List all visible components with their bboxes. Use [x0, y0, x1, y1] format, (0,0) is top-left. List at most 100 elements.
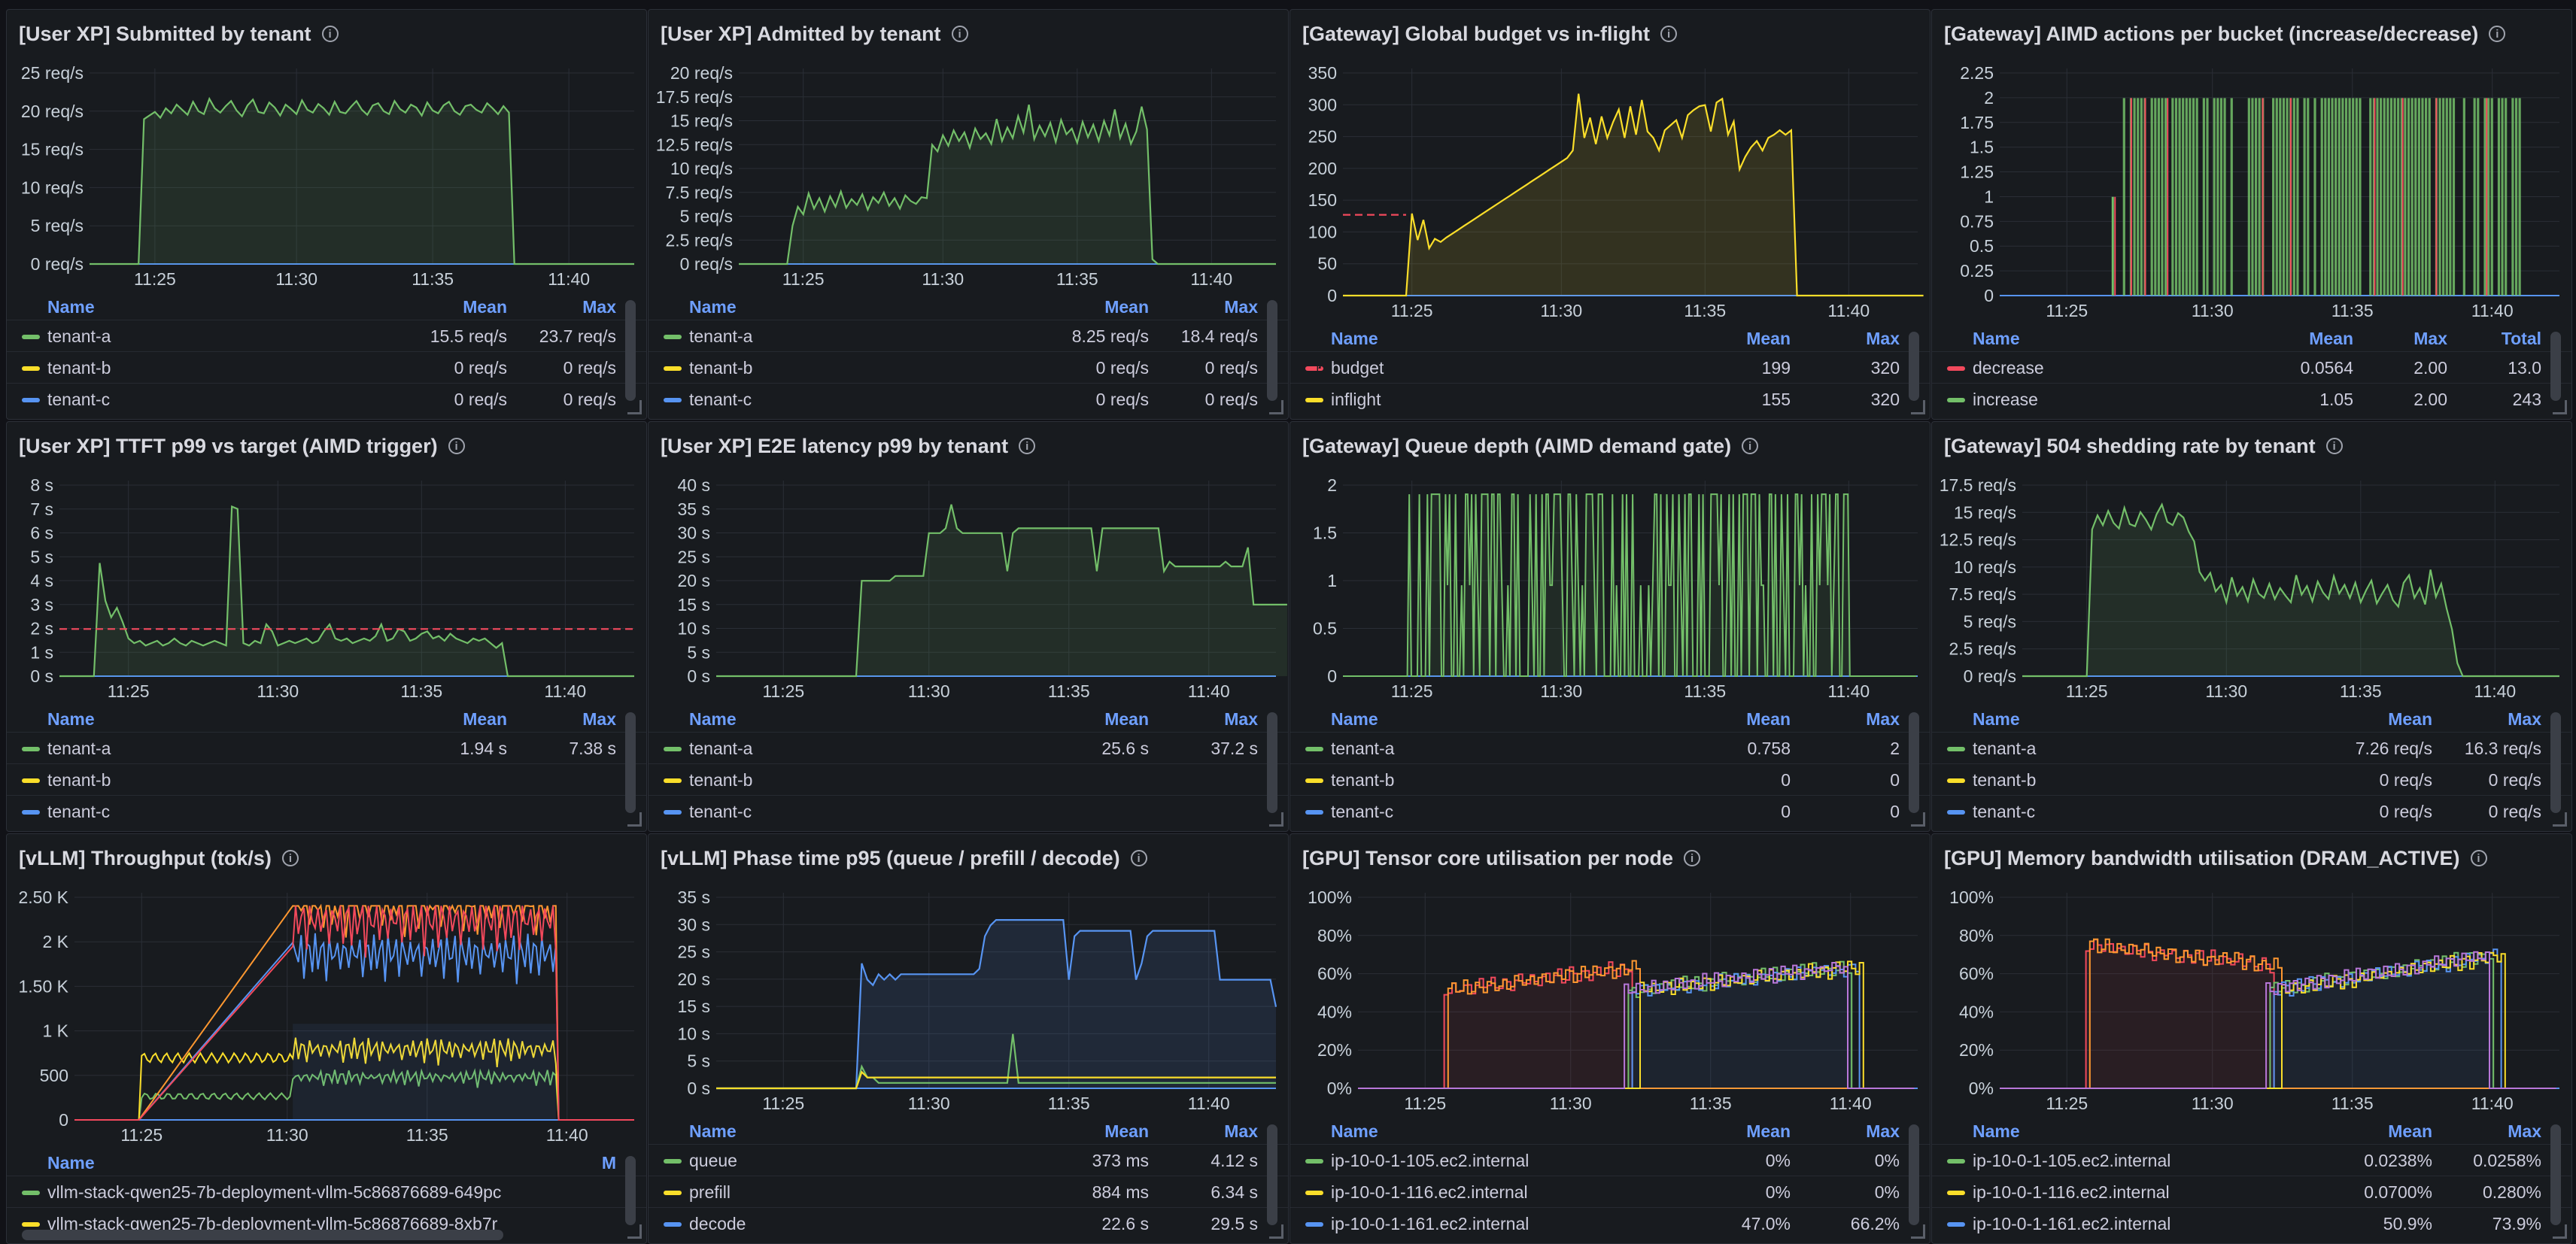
legend-row[interactable]: tenant-a 7.26 req/s 16.3 req/s — [1932, 732, 2571, 764]
legend-row[interactable]: ip-10-0-1-161.ec2.internal 50.9% 73.9% — [1932, 1207, 2571, 1239]
legend-col-mean[interactable]: Mean — [1746, 1121, 1791, 1141]
chart[interactable]: 0% 20% 40% 60% 80% 100% 11:25 11:30 11:35 11:40 — [1932, 878, 2572, 1115]
chart[interactable]: 0 0.5 1 1.5 2 11:25 11:30 11:35 11:40 — [1290, 466, 1930, 703]
legend-row[interactable]: tenant-c 0 req/s 0 req/s — [7, 383, 646, 415]
legend-col-max[interactable]: Max — [1224, 1121, 1258, 1141]
legend-col-max[interactable]: Max — [582, 709, 616, 729]
legend-col-m[interactable]: M — [601, 1153, 616, 1173]
legend-col-name[interactable]: Name — [1973, 329, 2020, 348]
legend-col-name[interactable]: Name — [689, 1121, 737, 1141]
chart[interactable]: 0 req/s 5 req/s 10 req/s 15 req/s 20 req/s 25… — [7, 53, 647, 291]
legend-row[interactable]: ip-10-0-1-116.ec2.internal 0.0700% 0.280% — [1932, 1176, 2571, 1208]
legend-row[interactable]: inflight 155 320 — [1290, 383, 1930, 415]
resize-handle[interactable] — [2553, 1224, 2567, 1239]
panel-title[interactable]: [GPU] Tensor core utilisation per node i — [1302, 843, 1701, 873]
legend-scrollbar[interactable] — [1909, 1124, 1919, 1225]
info-icon[interactable]: i — [951, 26, 968, 42]
legend-row[interactable]: budget 199 320 — [1290, 351, 1930, 384]
info-icon[interactable]: i — [2325, 438, 2343, 454]
info-icon[interactable]: i — [321, 26, 339, 42]
panel-title[interactable]: [User XP] E2E latency p99 by tenant i — [661, 431, 1036, 461]
legend-row[interactable]: tenant-b 0 0 — [1290, 763, 1930, 796]
legend-row[interactable]: tenant-a 1.94 s 7.38 s — [7, 732, 646, 764]
info-icon[interactable]: i — [281, 850, 299, 866]
chart[interactable]: 0 500 1 K 1.50 K 2 K 2.50 K 11:25 11:30 11:35 11:… — [7, 878, 647, 1147]
legend-row[interactable]: tenant-c 0 req/s 0 req/s — [649, 383, 1288, 415]
panel-title[interactable]: [vLLM] Throughput (tok/s) i — [19, 843, 299, 873]
legend-row[interactable]: tenant-c — [649, 795, 1288, 827]
panel-8[interactable]: [Gateway] 504 shedding rate by tenant i 0 … — [1931, 421, 2572, 832]
legend-col-mean[interactable]: Mean — [1104, 297, 1149, 317]
legend-col-mean[interactable]: Mean — [1746, 329, 1791, 348]
legend-row[interactable]: tenant-b 0 req/s 0 req/s — [7, 351, 646, 384]
legend-row[interactable]: tenant-a 8.25 req/s 18.4 req/s — [649, 320, 1288, 352]
chart[interactable]: 0 s 5 s 10 s 15 s 20 s 25 s 30 s 35 s 40 s 11:25 1… — [649, 466, 1289, 703]
panel-4[interactable]: [Gateway] AIMD actions per bucket (incre… — [1931, 9, 2572, 420]
legend-row[interactable]: tenant-c — [7, 795, 646, 827]
resize-handle[interactable] — [1269, 1224, 1283, 1239]
panel-5[interactable]: [User XP] TTFT p99 vs target (AIMD trigg… — [6, 421, 647, 832]
info-icon[interactable]: i — [1019, 438, 1036, 454]
panel-1[interactable]: [User XP] Submitted by tenant i 0 req/s 5 r… — [6, 9, 647, 420]
panel-3[interactable]: [Gateway] Global budget vs in-flight i 0 50… — [1290, 9, 1930, 420]
panel-title[interactable]: [Gateway] Global budget vs in-flight i — [1302, 19, 1678, 49]
legend-scrollbar[interactable] — [2550, 332, 2561, 401]
resize-handle[interactable] — [2553, 812, 2567, 827]
resize-handle[interactable] — [1269, 400, 1283, 414]
legend-col-name[interactable]: Name — [1973, 1121, 2020, 1141]
chart[interactable]: 0 0.25 0.5 0.75 1 1.25 1.5 1.75 2 2.25 11:25 11:30 1… — [1932, 53, 2572, 323]
legend-scrollbar[interactable] — [625, 300, 636, 401]
resize-handle[interactable] — [1911, 1224, 1925, 1239]
legend-scrollbar[interactable] — [625, 712, 636, 813]
legend-col-max[interactable]: Max — [582, 297, 616, 317]
chart[interactable]: 0 req/s 2.5 req/s 5 req/s 7.5 req/s 10 req/s… — [649, 53, 1289, 291]
legend-row[interactable]: prefill 884 ms 6.34 s — [649, 1176, 1288, 1208]
legend-row[interactable]: tenant-c 0 0 — [1290, 795, 1930, 827]
chart[interactable]: 0 50 100 150 200 250 300 350 11:25 11:30 11:35 11:4… — [1290, 53, 1930, 323]
panel-title[interactable]: [Gateway] Queue depth (AIMD demand gate)… — [1302, 431, 1759, 461]
chart[interactable]: 0 req/s 2.5 req/s 5 req/s 7.5 req/s 10 req/s… — [1932, 466, 2572, 703]
legend-col-mean[interactable]: Mean — [1104, 709, 1149, 729]
legend-row[interactable]: tenant-b 0 req/s 0 req/s — [1932, 763, 2571, 796]
panel-9[interactable]: [vLLM] Throughput (tok/s) i 0 500 1 K 1.50 K 2… — [6, 833, 647, 1244]
chart[interactable]: 0 s 1 s 2 s 3 s 4 s 5 s 6 s 7 s 8 s 11:25 11:30 11:… — [7, 466, 647, 703]
legend-row[interactable]: queue 373 ms 4.12 s — [649, 1144, 1288, 1176]
info-icon[interactable]: i — [1660, 26, 1678, 42]
legend-scrollbar[interactable] — [2550, 712, 2561, 813]
legend-col-max[interactable]: Max — [2413, 329, 2447, 348]
panel-title[interactable]: [GPU] Memory bandwidth utilisation (DRAM… — [1944, 843, 2487, 873]
panel-12[interactable]: [GPU] Memory bandwidth utilisation (DRAM… — [1931, 833, 2572, 1244]
info-icon[interactable]: i — [2489, 26, 2506, 42]
legend-row[interactable]: ip-10-0-1-105.ec2.internal 0.0238% 0.0258% — [1932, 1144, 2571, 1176]
legend-col-max[interactable]: Max — [1866, 329, 1900, 348]
legend-col-max[interactable]: Max — [2508, 1121, 2541, 1141]
panel-title[interactable]: [User XP] Submitted by tenant i — [19, 19, 339, 49]
resize-handle[interactable] — [627, 400, 642, 414]
panel-2[interactable]: [User XP] Admitted by tenant i 0 req/s 2.5 … — [648, 9, 1289, 420]
panel-6[interactable]: [User XP] E2E latency p99 by tenant i 0 s 5… — [648, 421, 1289, 832]
info-icon[interactable]: i — [1742, 438, 1759, 454]
legend-row[interactable]: tenant-a 0.758 2 — [1290, 732, 1930, 764]
info-icon[interactable]: i — [2470, 850, 2487, 866]
legend-row[interactable]: decrease 0.0564 2.00 13.0 — [1932, 351, 2571, 384]
resize-handle[interactable] — [2553, 400, 2567, 414]
legend-col-name[interactable]: Name — [1331, 709, 1378, 729]
chart[interactable]: 0 s 5 s 10 s 15 s 20 s 25 s 30 s 35 s 11:25 11:30… — [649, 878, 1289, 1115]
legend-scrollbar[interactable] — [1909, 712, 1919, 813]
panel-title[interactable]: [Gateway] 504 shedding rate by tenant i — [1944, 431, 2343, 461]
legend-col-max[interactable]: Max — [1866, 1121, 1900, 1141]
legend-horizontal-scrollbar[interactable] — [22, 1230, 503, 1240]
legend-row[interactable]: tenant-a 15.5 req/s 23.7 req/s — [7, 320, 646, 352]
legend-col-name[interactable]: Name — [47, 1153, 95, 1173]
legend-col-mean[interactable]: Mean — [463, 297, 507, 317]
info-icon[interactable]: i — [448, 438, 465, 454]
resize-handle[interactable] — [1911, 400, 1925, 414]
legend-scrollbar[interactable] — [1267, 300, 1277, 401]
legend-col-mean[interactable]: Mean — [1104, 1121, 1149, 1141]
legend-row[interactable]: tenant-c 0 req/s 0 req/s — [1932, 795, 2571, 827]
legend-col-mean[interactable]: Mean — [1746, 709, 1791, 729]
panel-10[interactable]: [vLLM] Phase time p95 (queue / prefill /… — [648, 833, 1289, 1244]
legend-row[interactable]: tenant-b 0 req/s 0 req/s — [649, 351, 1288, 384]
legend-col-max[interactable]: Max — [1866, 709, 1900, 729]
legend-col-name[interactable]: Name — [47, 709, 95, 729]
